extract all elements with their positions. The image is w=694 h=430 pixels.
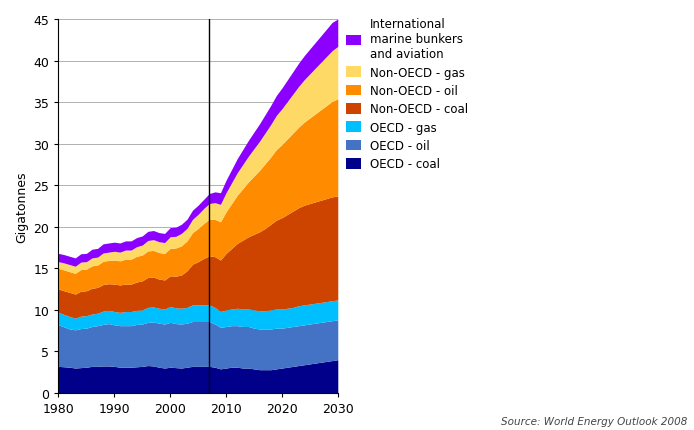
Legend: International
marine bunkers
and aviation, Non-OECD - gas, Non-OECD - oil, Non-O: International marine bunkers and aviatio…	[346, 18, 468, 171]
Y-axis label: Gigatonnes: Gigatonnes	[15, 171, 28, 242]
Text: Source: World Energy Outlook 2008: Source: World Energy Outlook 2008	[500, 416, 687, 426]
